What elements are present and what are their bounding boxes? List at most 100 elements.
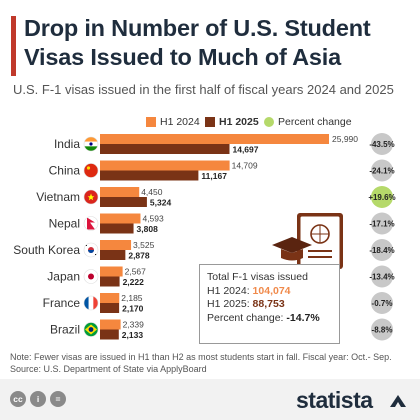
value-label-h1-2024-vietnam: 4,450	[141, 187, 163, 197]
value-label-h1-2024-brazil: 2,339	[123, 320, 145, 330]
legend-item-h1-2025: H1 2025	[205, 116, 259, 128]
bar-h1-2024-vietnam	[100, 187, 140, 197]
bar-h1-2024-brazil	[100, 319, 121, 330]
legend: H1 2024 H1 2025 Percent change	[0, 116, 420, 132]
value-label-h1-2024-south-korea: 3,525	[133, 240, 155, 250]
bar-h1-2025-japan	[100, 276, 120, 287]
percent-change-bubble-nepal	[371, 212, 393, 235]
totals-h1-2024: H1 2024: 104,074	[207, 285, 332, 299]
category-label-china: China	[49, 164, 81, 178]
brazil-flag-icon	[83, 322, 99, 337]
bar-chart: India 25,990 14,697 -43.5% China 14,709 11,167…	[13, 133, 396, 341]
percent-change-label-china: -24.1%	[369, 167, 394, 176]
legend-swatch-h1-2024	[146, 117, 156, 127]
value-label-h1-2024-nepal: 4,593	[142, 214, 164, 224]
percent-change-label-india: -43.5%	[369, 140, 394, 149]
value-label-h1-2025-india: 14,697	[232, 145, 258, 155]
value-label-h1-2025-vietnam: 5,324	[150, 198, 172, 208]
value-label-h1-2025-japan: 2,222	[123, 277, 145, 287]
value-label-h1-2025-brazil: 2,133	[122, 330, 144, 340]
value-label-h1-2024-france: 2,185	[121, 293, 143, 303]
equals-icon[interactable]: =	[50, 391, 66, 407]
legend-item-percent-change: Percent change	[264, 116, 352, 128]
source-text: Source: U.S. Department of State via App…	[10, 364, 207, 374]
china-flag-icon	[83, 163, 99, 178]
passport-text-line-2	[308, 256, 332, 258]
south-korea-flag-icon	[83, 242, 99, 258]
legend-dot-percent-change	[264, 117, 274, 127]
bar-h1-2025-india	[100, 144, 230, 154]
graduation-cap-icon	[272, 237, 312, 253]
nepal-flag-icon	[83, 216, 99, 231]
percent-change-bubble-south-korea	[371, 239, 393, 261]
value-label-h1-2025-france: 2,170	[122, 304, 144, 314]
totals-h1-2025-label: H1 2025:	[207, 298, 250, 311]
totals-h1-2024-label: H1 2024:	[207, 284, 250, 297]
totals-box: Total F-1 visas issued H1 2024: 104,074 …	[199, 264, 340, 344]
bar-h1-2025-vietnam	[100, 197, 147, 207]
totals-h1-2025-value: 88,753	[252, 298, 285, 311]
title-accent-bar	[11, 16, 16, 76]
value-label-h1-2025-south-korea: 2,878	[128, 251, 150, 261]
bar-h1-2025-south-korea	[100, 250, 126, 260]
graduation-cap-base-icon	[281, 249, 303, 261]
bar-h1-2025-nepal	[100, 223, 134, 234]
footnote: Note: Fewer visas are issued in H1 than …	[10, 351, 415, 375]
legend-item-h1-2024: H1 2024	[146, 116, 200, 128]
value-label-h1-2024-japan: 2,567	[125, 267, 147, 277]
attribution-icon[interactable]: i	[30, 391, 46, 407]
totals-change: Percent change: -14.7%	[207, 312, 332, 326]
bar-h1-2024-japan	[100, 266, 123, 277]
france-flag-icon	[83, 295, 99, 311]
totals-h1-2025: H1 2025: 88,753	[207, 298, 332, 312]
percent-change-label-vietnam: +19.6%	[368, 193, 395, 202]
percent-change-bubble-india	[371, 133, 393, 155]
legend-label-percent-change: Percent change	[278, 116, 352, 128]
percent-change-bubble-vietnam	[371, 186, 393, 208]
percent-change-bubble-japan	[371, 265, 393, 288]
category-label-nepal: Nepal	[49, 217, 80, 231]
percent-change-label-brazil: -8.8%	[372, 326, 393, 335]
legend-label-h1-2025: H1 2025	[219, 116, 259, 128]
category-label-brazil: Brazil	[50, 323, 80, 337]
legend-swatch-h1-2025	[205, 117, 215, 127]
footer: cc i = statista	[0, 379, 420, 420]
percent-change-bubble-brazil	[371, 318, 393, 341]
percent-change-label-nepal: -17.1%	[369, 220, 394, 229]
percent-change-bubble-france	[371, 292, 393, 314]
value-label-h1-2025-china: 11,167	[201, 171, 227, 181]
totals-change-label: Percent change:	[207, 311, 284, 324]
vietnam-flag-icon	[83, 189, 99, 205]
creative-commons-icon[interactable]: cc	[10, 391, 26, 407]
value-label-h1-2024-india: 25,990	[332, 134, 358, 144]
category-label-south-korea: South Korea	[13, 243, 80, 257]
category-label-india: India	[54, 137, 80, 151]
bar-h1-2025-france	[100, 303, 120, 313]
bar-h1-2024-nepal	[100, 213, 141, 224]
totals-change-value: -14.7%	[286, 311, 320, 324]
category-label-france: France	[43, 296, 81, 310]
totals-heading: Total F-1 visas issued	[207, 271, 308, 283]
bar-h1-2024-france	[100, 293, 120, 303]
statista-logo[interactable]: statista	[296, 387, 373, 413]
category-label-japan: Japan	[47, 270, 80, 284]
bar-h1-2024-india	[100, 134, 329, 144]
percent-change-label-france: -0.7%	[372, 299, 393, 308]
bar-h1-2025-brazil	[100, 329, 119, 340]
percent-change-bubble-china	[371, 159, 393, 182]
category-label-vietnam: Vietnam	[36, 190, 80, 204]
chart-title: Drop in Number of U.S. Student Visas Iss…	[24, 15, 371, 70]
bar-h1-2024-china	[100, 160, 230, 171]
chart-subtitle: U.S. F-1 visas issued in the first half …	[13, 82, 394, 97]
percent-change-label-south-korea: -18.4%	[369, 246, 394, 255]
legend-label-h1-2024: H1 2024	[160, 116, 200, 128]
passport-text-line-1	[308, 250, 332, 252]
value-label-h1-2025-nepal: 3,808	[137, 224, 159, 234]
india-flag-icon	[83, 136, 99, 152]
percent-change-label-japan: -13.4%	[369, 273, 394, 282]
value-label-h1-2024-china: 14,709	[232, 161, 258, 171]
bar-h1-2024-south-korea	[100, 240, 132, 250]
bar-h1-2025-china	[100, 170, 199, 181]
note-text: Note: Fewer visas are issued in H1 than …	[10, 352, 392, 362]
totals-h1-2024-value: 104,074	[252, 284, 291, 297]
